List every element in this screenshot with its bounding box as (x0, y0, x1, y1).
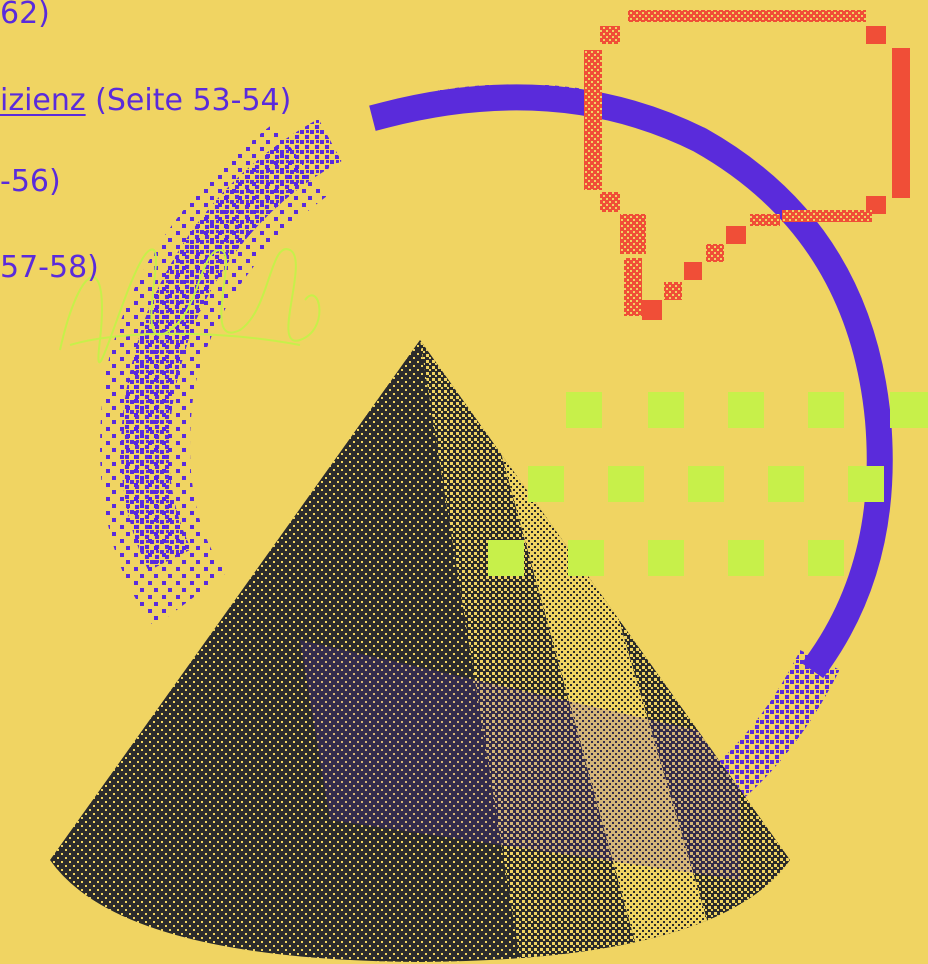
dithered-ring (100, 84, 893, 807)
scribble-doodle (59, 248, 321, 364)
toc-item-3-text: -56) (0, 164, 61, 199)
toc-item-1: 62) (0, 0, 50, 32)
toc-item-3: -56) (0, 164, 61, 200)
toc-item-2-link[interactable]: izienz (0, 83, 86, 118)
toc-item-4: 57-58) (0, 250, 99, 286)
toc-item-2[interactable]: izienz (Seite 53-54) (0, 83, 291, 119)
green-square-grid (488, 392, 928, 576)
pixel-cursor-icon (584, 10, 910, 320)
toc-item-1-text: 62) (0, 0, 50, 31)
toc-item-2-pages: (Seite 53-54) (85, 83, 292, 118)
toc-item-4-text: 57-58) (0, 250, 99, 285)
